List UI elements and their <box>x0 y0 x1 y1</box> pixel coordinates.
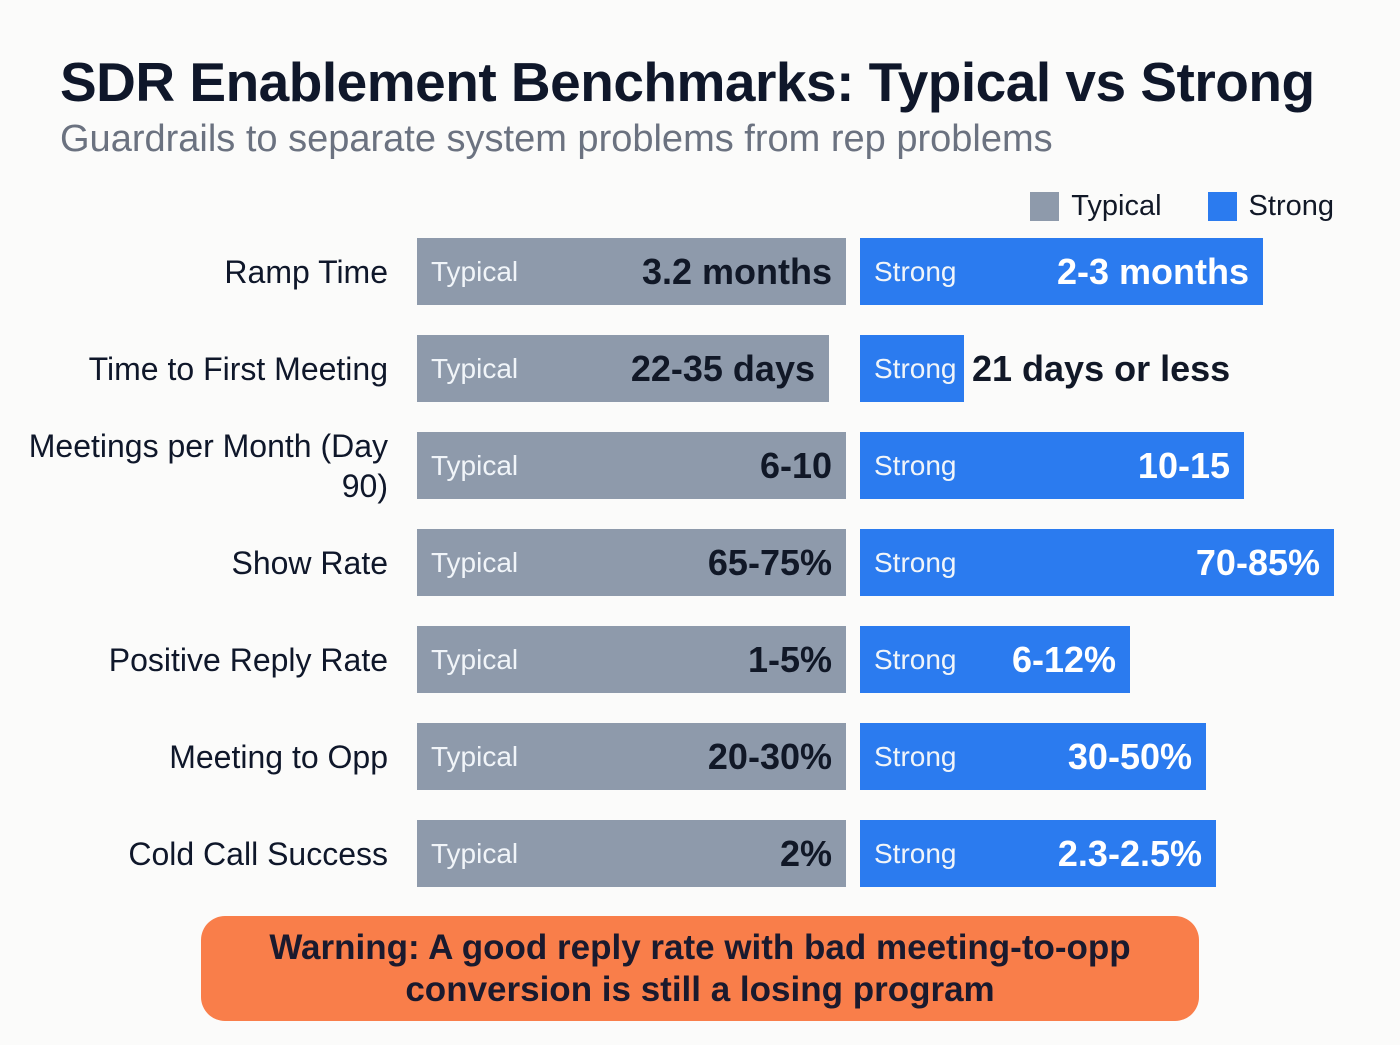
category-label: Positive Reply Rate <box>108 641 388 678</box>
category-label: Time to First Meeting <box>88 350 388 387</box>
typical-value-label: 1-5% <box>747 638 832 680</box>
strong-value-label: 6-12% <box>1011 638 1116 680</box>
strong-bar-tag: Strong <box>874 255 957 287</box>
strong-value-label: 10-15 <box>1137 444 1230 486</box>
typical-value-label: 2% <box>779 832 832 874</box>
strong-bar: Strong 21 days or less <box>860 335 1230 402</box>
strong-bar-tag: Strong <box>874 352 957 384</box>
category-label: Ramp Time <box>224 253 388 290</box>
legend-label-typical: Typical <box>1071 190 1162 222</box>
bar-row: Meeting to Opp Typical 20-30% Strong 30-50% <box>0 723 1400 790</box>
typical-bar-tag: Typical <box>431 643 519 675</box>
typical-bar-tag: Typical <box>431 837 519 869</box>
typical-bar: Typical 1-5% <box>417 626 846 693</box>
bar-row: Cold Call Success Typical 2% Strong 2.3-2.5% <box>0 820 1400 887</box>
legend: Typical Strong <box>1030 190 1334 223</box>
strong-bar-tag: Strong <box>874 837 957 869</box>
strong-value-label: 30-50% <box>1067 735 1192 777</box>
category-label: Cold Call Success <box>128 835 388 872</box>
bar-row: Time to First Meeting Typical 22-35 days St… <box>0 335 1400 402</box>
chart-subtitle: Guardrails to separate system problems f… <box>60 118 1053 160</box>
strong-bar: Strong 2-3 months <box>860 238 1263 305</box>
bar-row: Ramp Time Typical 3.2 months Strong 2-3 mont… <box>0 238 1400 305</box>
typical-bar: Typical 20-30% <box>417 723 846 790</box>
typical-bar-tag: Typical <box>431 740 519 772</box>
strong-bar-tag: Strong <box>874 449 957 481</box>
typical-bar-tag: Typical <box>431 546 519 578</box>
typical-bar: Typical 6-10 <box>417 432 846 499</box>
category-label: Meeting to Opp <box>169 738 388 775</box>
strong-value-label: 2.3-2.5% <box>1057 832 1202 874</box>
strong-bar: Strong 6-12% <box>860 626 1130 693</box>
typical-bar: Typical 65-75% <box>417 529 846 596</box>
strong-bar: Strong 70-85% <box>860 529 1334 596</box>
strong-bar-tag: Strong <box>874 740 957 772</box>
typical-value-label: 65-75% <box>707 541 832 583</box>
strong-bar: Strong 10-15 <box>860 432 1244 499</box>
strong-value-label: 70-85% <box>1195 541 1320 583</box>
typical-value-label: 22-35 days <box>630 347 815 389</box>
typical-bar-tag: Typical <box>431 255 519 287</box>
bar-row: Meetings per Month (Day 90) Typical 6-10 St… <box>0 427 1400 504</box>
typical-value-label: 3.2 months <box>641 250 832 292</box>
strong-bar: Strong 2.3-2.5% <box>860 820 1216 887</box>
legend-swatch-strong <box>1207 192 1237 221</box>
typical-bar: Typical 3.2 months <box>417 238 846 305</box>
bar-row: Show Rate Typical 65-75% Strong 70-85% <box>0 529 1400 596</box>
typical-bar-tag: Typical <box>431 449 519 481</box>
strong-value-label: 2-3 months <box>1056 250 1249 292</box>
category-label: Show Rate <box>231 544 388 581</box>
strong-bar-tag: Strong <box>874 546 957 578</box>
category-label: Meetings per Month (Day 90) <box>28 427 388 504</box>
strong-bar-tag: Strong <box>874 643 957 675</box>
chart-title: SDR Enablement Benchmarks: Typical vs St… <box>60 51 1315 113</box>
typical-bar: Typical 2% <box>417 820 846 887</box>
legend-swatch-typical <box>1030 192 1060 221</box>
strong-value-label: 21 days or less <box>972 347 1231 389</box>
typical-value-label: 20-30% <box>707 735 832 777</box>
warning-banner: Warning: A good reply rate with bad meet… <box>201 916 1199 1021</box>
typical-value-label: 6-10 <box>759 444 832 486</box>
legend-label-strong: Strong <box>1248 190 1334 222</box>
bar-row: Positive Reply Rate Typical 1-5% Strong 6-12… <box>0 626 1400 693</box>
strong-bar: Strong 30-50% <box>860 723 1206 790</box>
typical-bar: Typical 22-35 days <box>417 335 829 402</box>
typical-bar-tag: Typical <box>431 352 519 384</box>
